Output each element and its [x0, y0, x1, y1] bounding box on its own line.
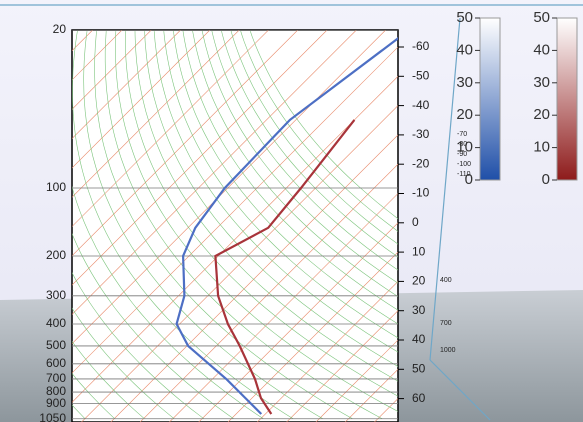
pressure-label: 900 [46, 396, 66, 410]
colorbar-label: 50 [533, 9, 550, 26]
colorbar-label: 10 [533, 139, 550, 156]
colorbar-label: 40 [456, 41, 473, 58]
temperature-label: -50 [412, 68, 430, 82]
pressure-label: 500 [46, 338, 66, 352]
temperature-label: -20 [412, 156, 430, 170]
colorbar-label: 50 [456, 9, 473, 26]
pressure-label: 100 [46, 180, 66, 194]
scale-label: -70 [457, 131, 467, 138]
axis-label: 700 [440, 320, 452, 327]
colorbar-label: 0 [542, 171, 550, 188]
pressure-label: 300 [46, 288, 66, 302]
pressure-label: 400 [46, 316, 66, 330]
pressure-label: 20 [53, 22, 67, 36]
colorbar-label: 0 [465, 171, 473, 188]
temperature-label: 0 [412, 215, 419, 229]
scene: 201002003004005006007008009001050-60-50-… [0, 0, 583, 422]
pressure-label: 600 [46, 356, 66, 370]
colorbar-label: 30 [533, 74, 550, 91]
pressure-label: 1050 [39, 411, 66, 422]
pressure-label: 200 [46, 248, 66, 262]
axis-label: 400 [440, 277, 452, 284]
colorbar [557, 18, 577, 180]
temperature-label: 40 [412, 332, 426, 346]
colorbar-label: 40 [533, 41, 550, 58]
temperature-label: 10 [412, 244, 426, 258]
colorbar-label: 20 [456, 106, 473, 123]
colorbar-label: 20 [533, 106, 550, 123]
temperature-label: 20 [412, 274, 426, 288]
colorbar [480, 18, 500, 180]
colorbar-label: 30 [456, 74, 473, 91]
temperature-label: -30 [412, 127, 430, 141]
temperature-label: -10 [412, 186, 430, 200]
temperature-label: 30 [412, 303, 426, 317]
temperature-label: -60 [412, 39, 430, 53]
temperature-label: 50 [412, 361, 426, 375]
temperature-label: 60 [412, 391, 426, 405]
plot-area [72, 30, 398, 422]
colorbar-label: 10 [456, 139, 473, 156]
axis-label: 1000 [440, 347, 456, 354]
temperature-label: -40 [412, 98, 430, 112]
pressure-label: 700 [46, 371, 66, 385]
scale-label: -100 [457, 161, 471, 168]
